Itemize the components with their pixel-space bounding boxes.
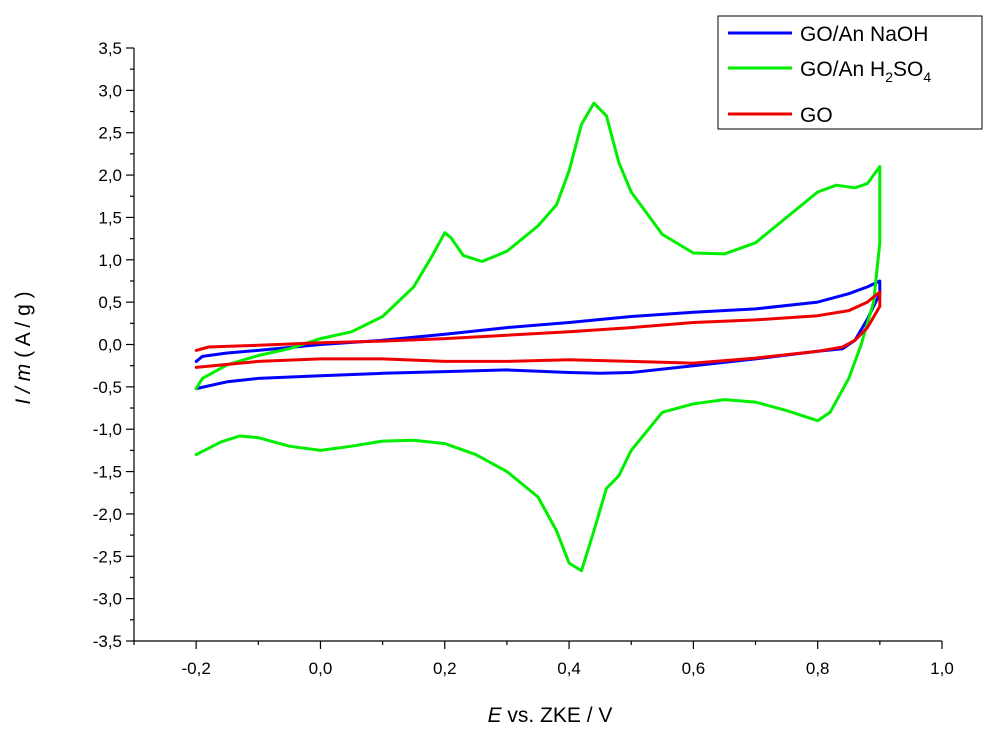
legend-label-h2so4-mid: SO: [893, 58, 923, 81]
series-layer: [194, 101, 882, 573]
legend-label-go-an-naoh: GO/An NaOH: [800, 23, 928, 46]
x-tick-label-1: 0,0: [309, 659, 333, 678]
x-tick-label-6: 1,0: [930, 659, 954, 678]
y-tick-label-8: -0,5: [93, 378, 122, 397]
series-line-2: [194, 290, 882, 369]
x-axis-title: E vs. ZKE / V: [488, 704, 613, 727]
y-tick-label-14: -3,5: [93, 632, 122, 651]
y-axis-title-italic: I / m: [12, 364, 35, 405]
legend-label-go-an-h2so4: GO/An H2SO4: [800, 58, 931, 85]
y-tick-label-1: 3,0: [98, 81, 122, 100]
y-tick-label-13: -3,0: [93, 590, 122, 609]
x-tick-label-5: 0,8: [806, 659, 830, 678]
legend-label-h2so4-sub2: 4: [923, 69, 931, 85]
y-tick-label-3: 2,0: [98, 166, 122, 185]
x-axis-title-rest: vs. ZKE / V: [502, 704, 613, 727]
y-tick-label-12: -2,5: [93, 547, 122, 566]
x-axis: -0,2 0,0 0,2 0,4 0,6 0,8 1,0: [133, 640, 954, 678]
y-axis-title: I / m ( A / g ): [12, 291, 35, 404]
series-line-1: [194, 101, 882, 573]
x-axis-title-italic: E: [488, 704, 503, 727]
y-tick-label-5: 1,0: [98, 251, 122, 270]
y-axis: 3,5 3,0 2,5 2,0 1,5 1,0 0,5 0,0 -0,5 -1,0 -1,5 -2,0…: [93, 39, 135, 651]
y-tick-label-4: 1,5: [98, 208, 122, 227]
x-tick-label-3: 0,4: [557, 659, 581, 678]
legend-label-h2so4-base: GO/An H: [800, 58, 885, 81]
x-tick-label-4: 0,6: [682, 659, 706, 678]
x-tick-label-2: 0,2: [433, 659, 457, 678]
y-tick-label-7: 0,0: [98, 336, 122, 355]
x-tick-label-0: -0,2: [182, 659, 211, 678]
y-tick-label-6: 0,5: [98, 293, 122, 312]
y-tick-label-11: -2,0: [93, 505, 122, 524]
legend-label-h2so4-sub1: 2: [885, 69, 893, 85]
y-axis-title-rest: ( A / g ): [12, 291, 35, 363]
y-tick-label-2: 2,5: [98, 124, 122, 143]
y-tick-label-9: -1,0: [93, 420, 122, 439]
legend-label-go: GO: [800, 104, 833, 127]
legend: GO/An NaOH GO/An H2SO4 GO: [717, 15, 983, 130]
y-tick-label-0: 3,5: [98, 39, 122, 58]
y-tick-label-10: -1,5: [93, 463, 122, 482]
legend-box: [717, 15, 983, 130]
